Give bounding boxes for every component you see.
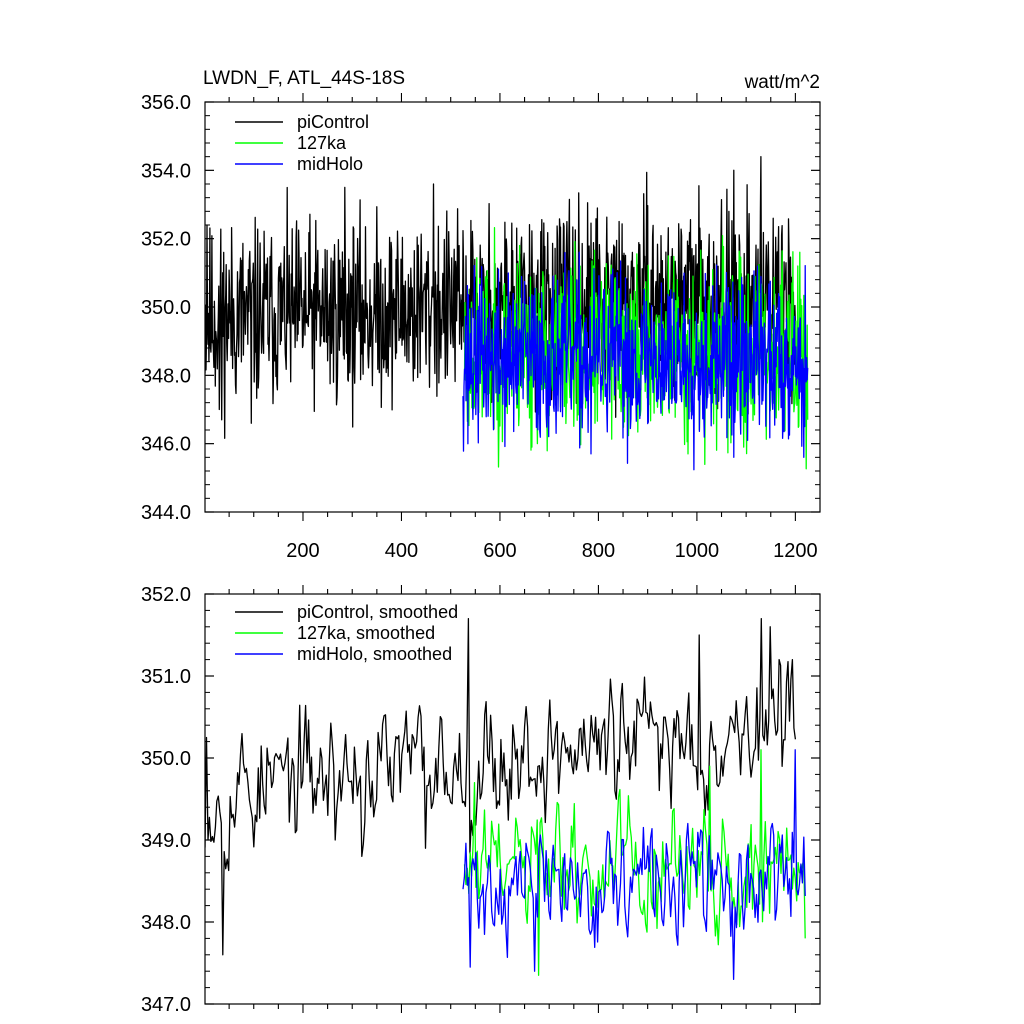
x-tick-label: 200 (286, 540, 319, 562)
legend-label: piControl (297, 112, 369, 132)
y-tick-label: 354.0 (141, 160, 191, 182)
y-tick-label: 348.0 (141, 912, 191, 934)
plot-area-bottom (205, 617, 806, 981)
legend-label: midHolo (297, 154, 363, 174)
y-tick-label: 352.0 (141, 229, 191, 251)
x-tick-label: 800 (582, 540, 615, 562)
y-tick-label: 348.0 (141, 365, 191, 387)
y-tick-label: 356.0 (141, 92, 191, 114)
y-tick-label: 350.0 (141, 748, 191, 770)
panel-title: LWDN_F, ATL_44S-18S (203, 68, 405, 89)
top-panel: LWDN_F, ATL_44S-18S watt/m^2 344.0346.03… (141, 68, 821, 562)
y-tick-label: 352.0 (141, 584, 191, 606)
y-tick-label: 347.0 (141, 994, 191, 1016)
series-line-midholo (462, 251, 809, 471)
plot-area-top (205, 156, 809, 471)
series-line-midholo-smoothed (462, 749, 806, 981)
plot-frame-top (204, 101, 821, 513)
y-tick-label: 344.0 (141, 502, 191, 524)
x-tick-label: 1000 (675, 540, 720, 562)
y-tick-label: 351.0 (141, 666, 191, 688)
series-line-picontrol (205, 156, 797, 439)
bottom-panel: 347.0 348.0 349.0 350.0 351.0 352.0 piControl… (141, 584, 821, 1016)
legend-label: 127ka (297, 133, 347, 153)
axis-ticks-top: 344.0 346.0 348.0 350.0 352.0 354.0 356.0 200 40… (141, 92, 820, 562)
series-line-picontrol-smoothed (205, 617, 797, 956)
x-tick-label: 400 (385, 540, 418, 562)
x-tick-label: 1200 (773, 540, 818, 562)
y-tick-label: 349.0 (141, 830, 191, 852)
axis-ticks-bottom: 347.0 348.0 349.0 350.0 351.0 352.0 (141, 584, 820, 1016)
legend-label: midHolo, smoothed (297, 644, 452, 664)
legend-label: piControl, smoothed (297, 602, 458, 622)
units-label: watt/m^2 (744, 72, 820, 93)
x-tick-label: 600 (483, 540, 516, 562)
plot-frame-bottom (204, 593, 821, 1005)
y-tick-label: 346.0 (141, 434, 191, 456)
legend-label: 127ka, smoothed (297, 623, 435, 643)
y-tick-label: 350.0 (141, 297, 191, 319)
